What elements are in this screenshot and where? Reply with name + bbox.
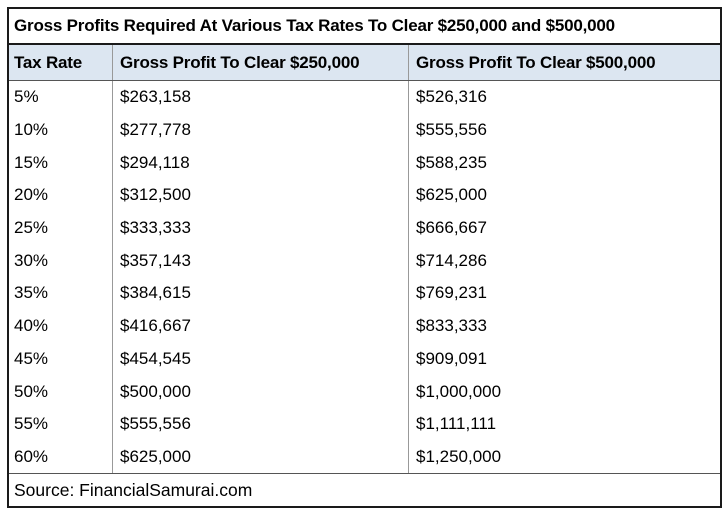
column-header: Gross Profit To Clear $500,000: [416, 52, 656, 72]
tax-rate-cell: 5%: [9, 81, 113, 114]
value-cell: $625,000: [113, 440, 409, 474]
value-cell: $714,286: [416, 250, 487, 270]
table-row: 15% $294,118 $588,235: [9, 146, 720, 180]
value-cell: $833,333: [416, 316, 487, 336]
table-row: 25% $333,333 $666,667: [9, 211, 720, 245]
tax-rate-cell: 50%: [9, 375, 113, 408]
table-row: 45% $454,545 $909,091: [9, 342, 720, 376]
tax-rate-cell: 35%: [9, 277, 113, 310]
column-header: Tax Rate: [9, 45, 113, 80]
tax-rate-cell: 15%: [9, 146, 113, 180]
value-cell: $384,615: [113, 277, 409, 310]
value-cell: $357,143: [113, 244, 409, 278]
value-cell: $500,000: [113, 375, 409, 408]
tax-rate-cell: 55%: [9, 407, 113, 441]
value-cell: $555,556: [416, 120, 487, 140]
value-cell: $625,000: [416, 185, 487, 205]
value-cell: $416,667: [113, 309, 409, 343]
value-cell: $277,778: [113, 113, 409, 147]
value-cell: $263,158: [113, 81, 409, 114]
tax-rate-cell: 30%: [9, 244, 113, 278]
value-cell: $1,111,111: [416, 414, 497, 434]
table-row: 5% $263,158 $526,316: [9, 81, 720, 114]
table-row: 35% $384,615 $769,231: [9, 277, 720, 310]
column-header: Gross Profit To Clear $250,000: [113, 45, 409, 80]
value-cell: $526,316: [416, 87, 487, 107]
value-cell: $909,091: [416, 348, 487, 368]
value-cell: $1,250,000: [416, 446, 502, 466]
tax-rate-cell: 25%: [9, 211, 113, 245]
tax-rate-cell: 60%: [9, 440, 113, 474]
tax-rate-cell: 40%: [9, 309, 113, 343]
table-row: 20% $312,500 $625,000: [9, 179, 720, 212]
tax-rate-cell: 20%: [9, 179, 113, 212]
table-row: 10% $277,778 $555,556: [9, 113, 720, 147]
value-cell: $666,667: [416, 218, 487, 238]
header-row: Tax Rate Gross Profit To Clear $250,000 Gr…: [9, 45, 720, 81]
table-row: 30% $357,143 $714,286: [9, 244, 720, 278]
source-note: Source: FinancialSamurai.com: [9, 473, 720, 506]
profits-table: Gross Profits Required At Various Tax Ra…: [7, 7, 722, 508]
value-cell: $454,545: [113, 342, 409, 376]
tax-rate-cell: 10%: [9, 113, 113, 147]
tax-rate-cell: 45%: [9, 342, 113, 376]
table-row: 40% $416,667 $833,333: [9, 309, 720, 343]
value-cell: $1,000,000: [416, 381, 502, 401]
table-body: 5% $263,158 $526,316 10% $277,778 $555,556 15%…: [9, 81, 720, 474]
value-cell: $333,333: [113, 211, 409, 245]
value-cell: $312,500: [113, 179, 409, 212]
value-cell: $555,556: [113, 407, 409, 441]
value-cell: $769,231: [416, 283, 487, 303]
table-row: 55% $555,556 $1,111,111: [9, 407, 720, 441]
table-title: Gross Profits Required At Various Tax Ra…: [9, 9, 720, 45]
table-row: 50% $500,000 $1,000,000: [9, 375, 720, 408]
table-row: 60% $625,000 $1,250,000: [9, 440, 720, 474]
value-cell: $294,118: [113, 146, 409, 180]
value-cell: $588,235: [416, 152, 487, 172]
